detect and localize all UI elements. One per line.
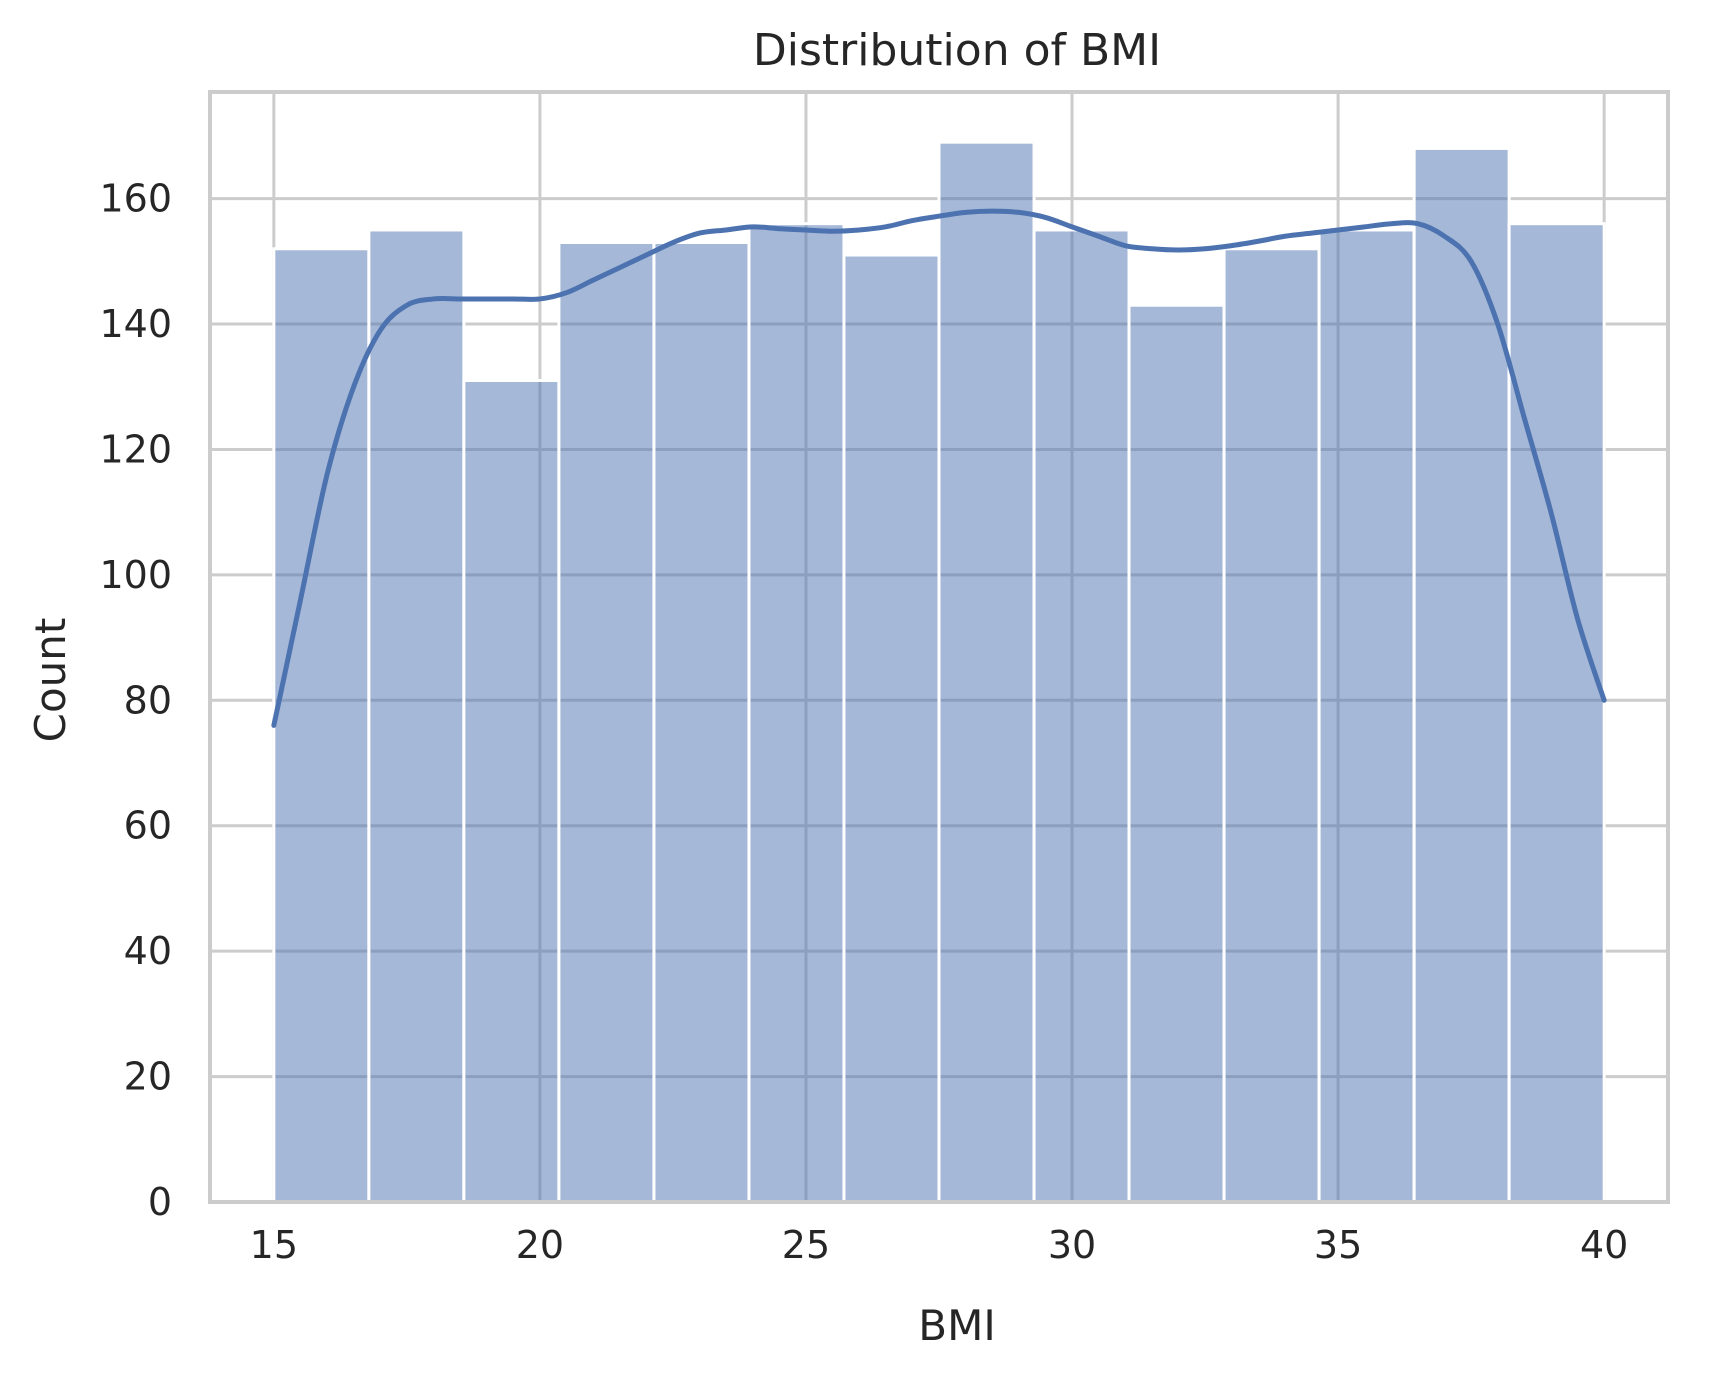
x-tick-label: 20	[516, 1223, 564, 1267]
x-tick-label: 35	[1314, 1223, 1362, 1267]
y-tick-labels: 0 20 40 60 80 100 120 140 160	[99, 177, 172, 1224]
y-tick-label: 160	[99, 177, 172, 221]
x-tick-label: 40	[1580, 1223, 1628, 1267]
y-tick-label: 20	[124, 1055, 172, 1099]
y-tick-label: 60	[124, 804, 172, 848]
y-tick-label: 0	[148, 1180, 172, 1224]
histogram-bar	[747, 222, 846, 1204]
histogram-bar	[1507, 222, 1606, 1204]
histogram-bar	[1222, 247, 1321, 1204]
histogram-bar	[557, 241, 656, 1204]
kde-curve	[271, 208, 1607, 728]
y-tick-label: 140	[99, 302, 172, 346]
x-tick-label: 25	[782, 1223, 830, 1267]
x-tick-label: 30	[1048, 1223, 1096, 1267]
histogram-bar	[652, 241, 751, 1204]
y-axis-label: Count	[26, 618, 75, 743]
histogram-bar	[842, 253, 941, 1204]
chart-title: Distribution of BMI	[753, 25, 1161, 76]
histogram-bar	[1032, 228, 1131, 1204]
x-tick-labels: 15 20 25 30 35 40	[250, 1223, 1629, 1267]
x-axis-label: BMI	[918, 1301, 995, 1350]
y-tick-label: 40	[124, 929, 172, 973]
histogram-bar	[462, 378, 561, 1204]
histogram-bar	[1317, 228, 1416, 1204]
x-tick-label: 15	[250, 1223, 298, 1267]
histogram-bar	[272, 247, 371, 1204]
histogram-bar	[937, 140, 1036, 1204]
histogram-bar	[1127, 303, 1226, 1204]
y-tick-label: 100	[99, 553, 172, 597]
plot-frame	[208, 90, 1670, 1204]
histogram-bar	[1412, 146, 1511, 1204]
histogram-bar	[367, 228, 466, 1204]
y-tick-label: 120	[99, 427, 172, 471]
histogram-bars	[272, 140, 1606, 1204]
y-tick-label: 80	[124, 678, 172, 722]
